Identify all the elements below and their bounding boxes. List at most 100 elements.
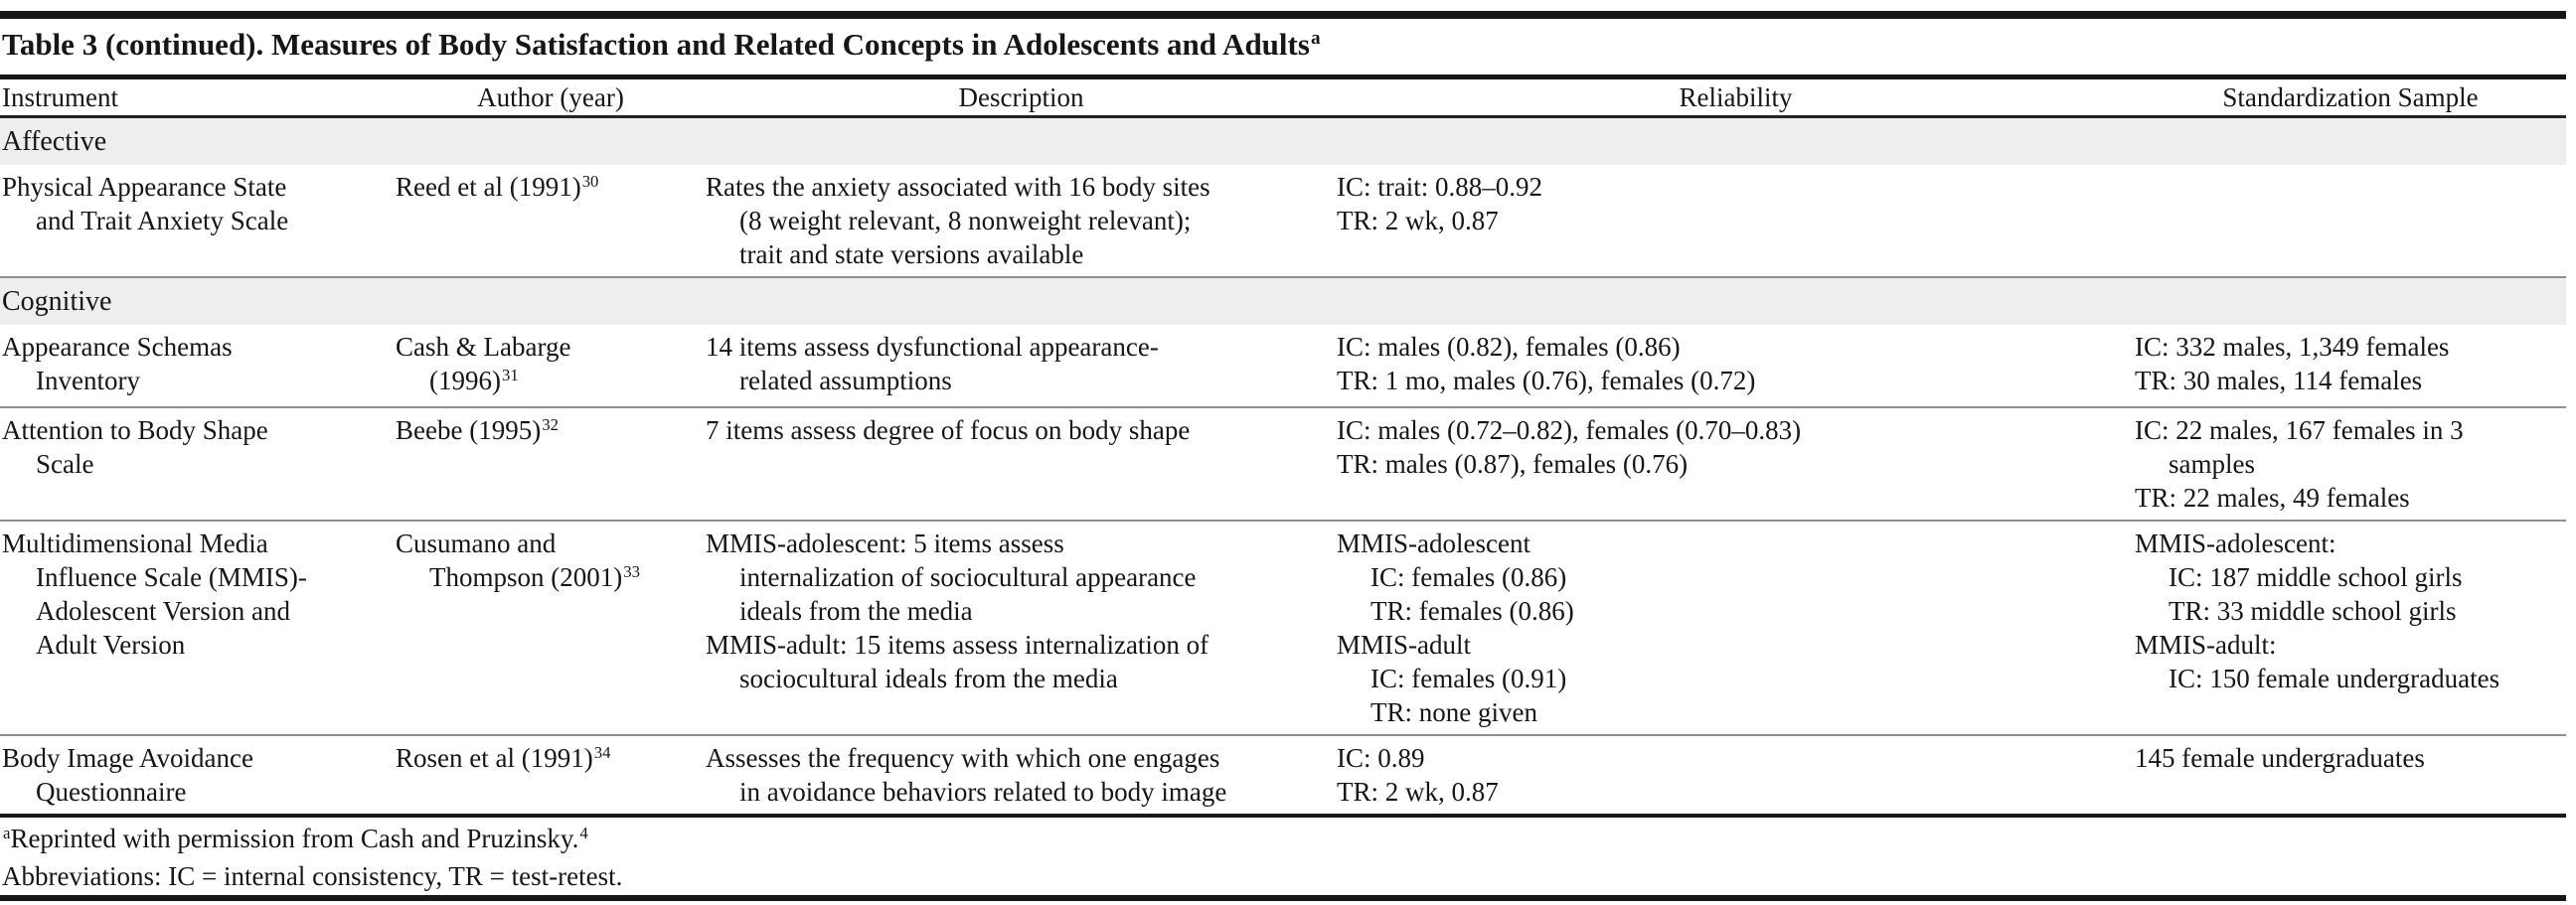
footnote-text: Abbreviations: IC = internal consistency… <box>2 861 623 891</box>
citation-reference: 32 <box>542 414 559 434</box>
citation-reference: 33 <box>623 561 640 581</box>
cell-line: Reed et al (1991)30 <box>396 171 599 202</box>
footnote-reprint: aReprinted with permission from Cash and… <box>2 822 2566 859</box>
cell-line: samples <box>2169 449 2255 479</box>
cell-line: Cusumano and <box>396 528 557 558</box>
column-header-reliability: Reliability <box>1679 82 1793 112</box>
section-header-affective: Affective <box>0 118 2566 165</box>
footnote-divider <box>0 814 2566 818</box>
cell-author: Reed et al (1991)30 <box>396 170 706 271</box>
cell-reliability: MMIS-adolescent IC: females (0.86) TR: fem… <box>1337 527 2135 729</box>
cell-line: TR: 2 wk, 0.87 <box>1337 777 1499 807</box>
cell-line: Beebe (1995)32 <box>396 414 559 445</box>
cell-line: internalization of sociocultural appeara… <box>739 562 1197 592</box>
table-bottom-rule <box>0 895 2566 901</box>
cell-line: ideals from the media <box>739 596 973 626</box>
cell-line: TR: females (0.86) <box>1370 596 1574 626</box>
column-header-description: Description <box>958 82 1084 112</box>
table-title-text: Table 3 (continued). Measures of Body Sa… <box>2 27 1310 62</box>
cell-description: 7 items assess degree of focus on body s… <box>706 413 1337 515</box>
citation-reference: 31 <box>501 365 519 384</box>
citation-reference: 34 <box>593 742 611 762</box>
cell-line: MMIS-adolescent: <box>2135 528 2336 558</box>
cell-line: MMIS-adult <box>1337 630 1471 660</box>
cell-line: IC: 332 males, 1,349 females <box>2135 332 2450 362</box>
cell-line: Physical Appearance State <box>2 172 287 202</box>
cell-instrument: Appearance Schemas Inventory <box>0 330 396 401</box>
cell-reliability: IC: males (0.72–0.82), females (0.70–0.8… <box>1337 413 2135 515</box>
cell-instrument: Multidimensional Media Influence Scale (M… <box>0 527 396 729</box>
cell-line: TR: 33 middle school girls <box>2169 596 2457 626</box>
cell-standardization-sample: 145 female undergraduates <box>2135 741 2566 809</box>
section-header-cognitive: Cognitive <box>0 278 2566 325</box>
cell-line: and Trait Anxiety Scale <box>36 206 289 235</box>
cell-line: TR: none given <box>1370 697 1537 727</box>
cell-line: TR: 2 wk, 0.87 <box>1337 206 1499 235</box>
cell-reliability: IC: 0.89 TR: 2 wk, 0.87 <box>1337 741 2135 809</box>
cell-line: in avoidance behaviors related to body i… <box>739 777 1227 807</box>
cell-line: IC: females (0.91) <box>1370 664 1567 693</box>
cell-line: Scale <box>36 449 94 479</box>
row-divider <box>0 276 2566 278</box>
cell-line: TR: 30 males, 114 females <box>2135 366 2423 395</box>
cell-line: MMIS-adolescent <box>1337 528 1530 558</box>
footnote-reference: 4 <box>579 823 588 842</box>
cell-line: Rosen et al (1991)34 <box>396 742 611 773</box>
cell-line: 7 items assess degree of focus on body s… <box>706 415 1191 445</box>
cell-line: trait and state versions available <box>739 239 1084 269</box>
table-row-appearance-schemas-inventory: Appearance Schemas Inventory Cash & Labar… <box>0 325 2566 406</box>
citation-reference: 30 <box>581 171 599 191</box>
cell-standardization-sample: IC: 22 males, 167 females in 3 samples TR:… <box>2135 413 2566 515</box>
cell-instrument: Attention to Body Shape Scale <box>0 413 396 515</box>
cell-instrument: Body Image Avoidance Questionnaire <box>0 741 396 809</box>
cell-line: IC: males (0.82), females (0.86) <box>1337 332 1681 362</box>
cell-line: Body Image Avoidance <box>2 743 253 773</box>
cell-author: Cusumano and Thompson (2001)33 <box>396 527 706 729</box>
footnote-abbreviations: Abbreviations: IC = internal consistency… <box>2 859 2566 893</box>
footnote-marker: a <box>3 823 11 842</box>
cell-line: (8 weight relevant, 8 nonweight relevant… <box>739 206 1192 235</box>
cell-instrument: Physical Appearance State and Trait Anxie… <box>0 170 396 271</box>
table-row-attention-to-body-shape-scale: Attention to Body Shape Scale Beebe (1995… <box>0 408 2566 520</box>
cell-line: MMIS-adolescent: 5 items assess <box>706 528 1064 558</box>
cell-line: Multidimensional Media <box>2 528 268 558</box>
table-footnotes: aReprinted with permission from Cash and… <box>0 818 2566 895</box>
column-header-instrument: Instrument <box>2 82 118 112</box>
cell-line: 14 items assess dysfunctional appearance… <box>706 332 1159 362</box>
row-divider <box>0 734 2566 736</box>
cell-line: TR: males (0.87), females (0.76) <box>1337 449 1689 479</box>
cell-description: 14 items assess dysfunctional appearance… <box>706 330 1337 401</box>
cell-line: IC: 22 males, 167 females in 3 <box>2135 415 2464 445</box>
table-title: Table 3 (continued). Measures of Body Sa… <box>0 19 2566 75</box>
cell-line: Thompson (2001)33 <box>429 561 640 592</box>
header-divider <box>0 115 2566 118</box>
cell-line: IC: 0.89 <box>1337 743 1425 773</box>
cell-line: Attention to Body Shape <box>2 415 268 445</box>
cell-line: IC: trait: 0.88–0.92 <box>1337 172 1542 202</box>
row-divider <box>0 406 2566 408</box>
cell-author: Cash & Labarge (1996)31 <box>396 330 706 401</box>
paper-table-page: Table 3 (continued). Measures of Body Sa… <box>0 11 2566 901</box>
cell-line: Inventory <box>36 366 140 395</box>
cell-line: TR: 22 males, 49 females <box>2135 483 2410 513</box>
cell-line: Cash & Labarge <box>396 332 571 362</box>
table-title-footnote-marker: a <box>1310 28 1321 50</box>
cell-line: Appearance Schemas <box>2 332 233 362</box>
cell-line: MMIS-adult: <box>2135 630 2277 660</box>
cell-line: IC: males (0.72–0.82), females (0.70–0.8… <box>1337 415 1802 445</box>
table-top-rule <box>0 11 2566 19</box>
cell-description: Rates the anxiety associated with 16 bod… <box>706 170 1337 271</box>
cell-description: Assesses the frequency with which one en… <box>706 741 1337 809</box>
table-row-body-image-avoidance-questionnaire: Body Image Avoidance Questionnaire Rosen … <box>0 736 2566 814</box>
cell-line: sociocultural ideals from the media <box>739 664 1118 693</box>
cell-line: Assesses the frequency with which one en… <box>706 743 1220 773</box>
title-divider <box>0 75 2566 79</box>
cell-line: IC: females (0.86) <box>1370 562 1567 592</box>
section-label: Cognitive <box>2 285 112 317</box>
cell-author: Rosen et al (1991)34 <box>396 741 706 809</box>
cell-line: Adolescent Version and <box>36 596 290 626</box>
cell-standardization-sample: IC: 332 males, 1,349 females TR: 30 males… <box>2135 330 2566 401</box>
cell-line: Rates the anxiety associated with 16 bod… <box>706 172 1210 202</box>
cell-standardization-sample <box>2135 170 2566 271</box>
table-row-physical-appearance-state-trait-anxiety: Physical Appearance State and Trait Anxie… <box>0 165 2566 276</box>
